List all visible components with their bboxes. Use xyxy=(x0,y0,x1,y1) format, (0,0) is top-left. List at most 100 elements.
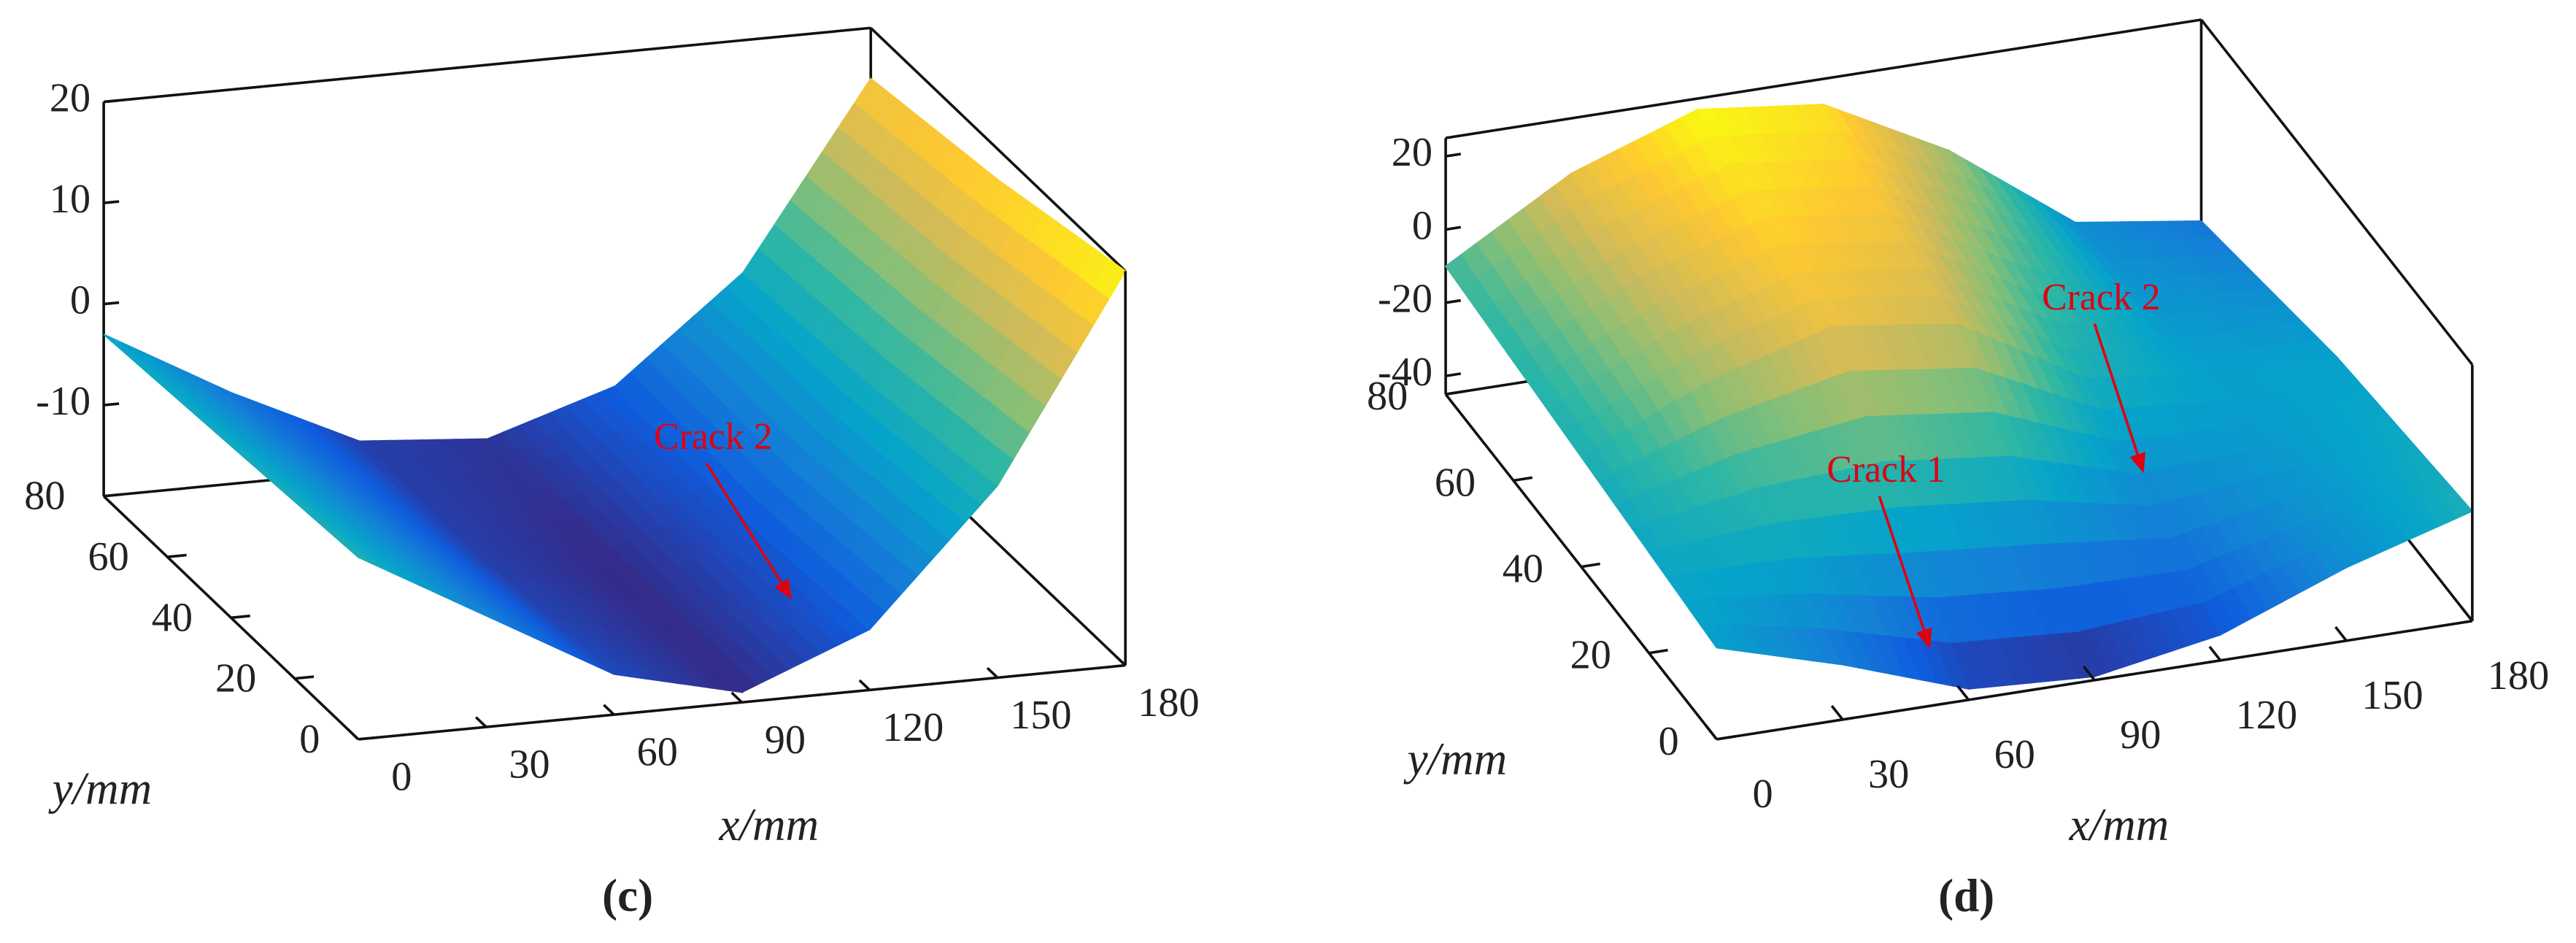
surface-cell xyxy=(486,385,744,571)
z-tick xyxy=(103,402,120,407)
x-tick xyxy=(347,728,360,741)
surface-cell xyxy=(1696,104,1961,327)
surface-cell xyxy=(1947,148,2213,379)
x-tick xyxy=(2460,606,2474,622)
surface-cell xyxy=(1580,381,1844,666)
y-tick xyxy=(1445,390,1465,396)
x-tick xyxy=(986,666,999,679)
y-tick-label: 60 xyxy=(1435,460,1476,505)
surface-cell xyxy=(1957,323,2222,677)
z-tick xyxy=(1445,372,1462,377)
x-tick-label: 180 xyxy=(1138,680,1199,725)
y-tick xyxy=(231,615,251,620)
y-tick-label: 40 xyxy=(152,595,193,640)
annotation: Crack 1 xyxy=(1827,449,1945,490)
z-tick xyxy=(103,200,120,204)
x-tick-label: 60 xyxy=(1994,732,2035,777)
annotation: Crack 2 xyxy=(654,416,772,458)
surface-cell xyxy=(358,504,614,675)
z-tick-label: 10 xyxy=(50,177,90,222)
y-tick xyxy=(1648,648,1668,655)
y-tick xyxy=(358,736,378,741)
x-axis-label: x/mm xyxy=(2069,799,2170,850)
x-tick xyxy=(475,716,487,728)
surface-cell xyxy=(1821,103,2087,380)
y-axis-label: y/mm xyxy=(48,763,153,815)
surface-patch xyxy=(1092,258,1127,299)
x-tick xyxy=(2082,665,2096,681)
surface-cell xyxy=(103,334,360,505)
x-tick-label: 30 xyxy=(509,742,549,788)
z-tick xyxy=(103,99,120,104)
arrow-head xyxy=(2129,452,2145,474)
surface-cell xyxy=(485,561,744,693)
annotation-arrow xyxy=(2093,323,2140,459)
surface-cell xyxy=(869,179,1127,487)
x-tick-label: 0 xyxy=(1753,771,1773,817)
z-tick xyxy=(1445,226,1462,231)
box-edge xyxy=(2200,18,2474,366)
panel-label: (d) xyxy=(1938,870,1994,921)
x-tick-label: 60 xyxy=(637,730,678,775)
x-tick xyxy=(1830,704,1844,720)
surface-cell xyxy=(1570,108,1835,383)
z-tick xyxy=(1445,299,1462,304)
y-axis-label: y/mm xyxy=(1403,734,1507,785)
surface-cell xyxy=(230,445,487,617)
z-tick-label: 20 xyxy=(1392,130,1432,175)
z-tick-label: -40 xyxy=(1378,350,1432,395)
x-tick-label: 150 xyxy=(2361,673,2423,718)
annotation-arrow xyxy=(1878,496,1927,635)
x-tick-label: 120 xyxy=(882,705,944,750)
y-tick-label: 0 xyxy=(299,717,320,762)
surface-cell xyxy=(741,77,999,385)
box-edge xyxy=(870,26,1127,272)
surface-cell xyxy=(231,392,487,563)
z-tick xyxy=(1445,153,1462,158)
y-tick xyxy=(167,553,187,558)
x-tick xyxy=(2334,626,2348,642)
y-tick xyxy=(294,675,315,680)
box-edge xyxy=(103,26,871,104)
x-axis-label: x/mm xyxy=(718,799,819,850)
x-tick xyxy=(2208,645,2222,661)
surface-cell xyxy=(358,438,617,571)
z-tick-label: 0 xyxy=(1412,203,1432,248)
surface-cell xyxy=(1444,172,1708,458)
y-tick xyxy=(1581,562,1600,569)
arrow-head xyxy=(1916,627,1932,650)
z-tick-label: 20 xyxy=(50,75,90,120)
z-tick-label: 0 xyxy=(70,277,90,323)
surface-cell xyxy=(1832,323,2096,690)
y-tick-label: 80 xyxy=(24,474,65,519)
x-tick xyxy=(730,691,743,704)
y-tick xyxy=(1716,735,1736,741)
z-tick xyxy=(103,301,120,306)
x-tick xyxy=(1956,685,1970,701)
surface-cell xyxy=(2073,220,2339,378)
x-tick xyxy=(1705,724,1718,741)
surface-cell xyxy=(614,272,871,519)
y-tick-label: 20 xyxy=(1570,633,1611,678)
z-tick-label: -10 xyxy=(36,379,90,424)
surface-cell xyxy=(2210,356,2474,569)
box-edge xyxy=(1445,18,2202,139)
x-tick-label: 150 xyxy=(1010,693,1071,738)
y-tick-label: 20 xyxy=(215,656,256,701)
y-tick-label: 60 xyxy=(88,534,129,580)
z-tick-label: -20 xyxy=(1378,277,1432,322)
x-tick-label: 180 xyxy=(2488,653,2549,698)
surface-patch xyxy=(103,334,136,357)
x-tick-label: 120 xyxy=(2236,693,2297,738)
x-tick-label: 90 xyxy=(2120,712,2161,758)
x-tick xyxy=(1114,654,1127,666)
annotation: Crack 2 xyxy=(2042,277,2160,318)
x-tick-label: 0 xyxy=(391,754,412,799)
annotation-arrow xyxy=(705,462,785,588)
y-tick-label: 80 xyxy=(1367,374,1408,419)
arrow-head xyxy=(774,578,793,600)
y-tick xyxy=(103,493,123,498)
x-tick xyxy=(603,704,615,716)
